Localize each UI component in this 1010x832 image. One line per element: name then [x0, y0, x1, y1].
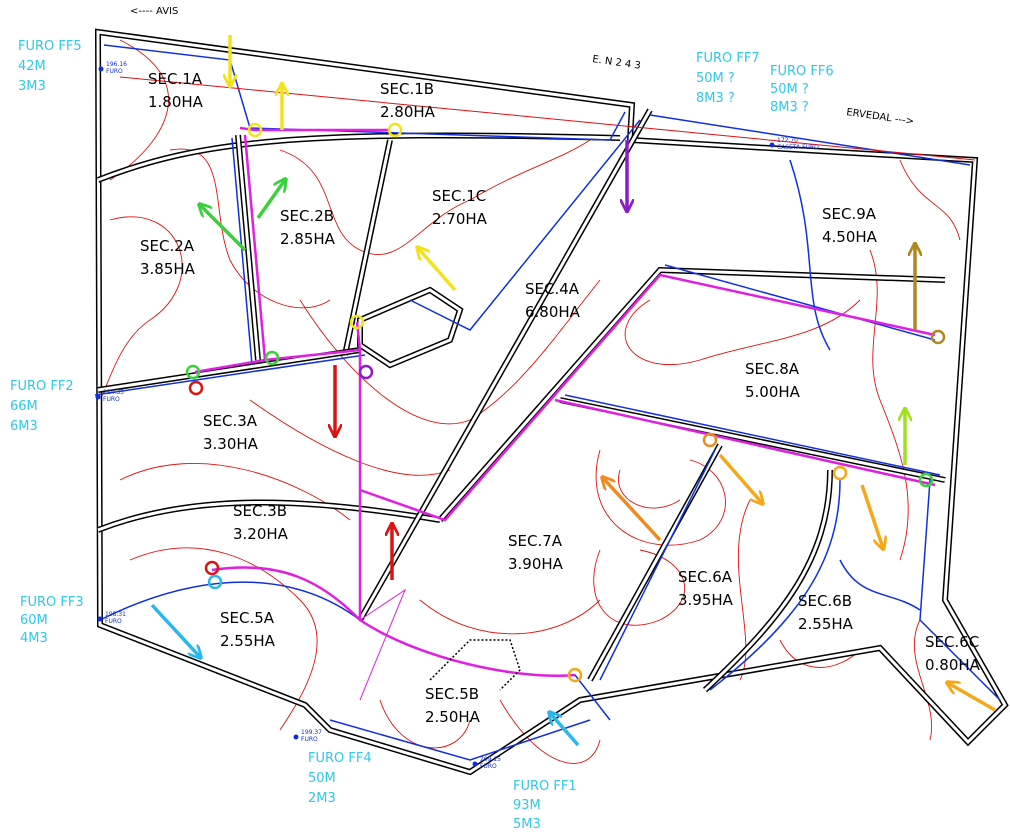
sector-labels: SEC.1A 1.80HA SEC.1B 2.80HA SEC.1C 2.70HA S…: [140, 70, 981, 726]
sector-area: 6.80HA: [525, 303, 581, 321]
sector-name: SEC.2B: [280, 207, 334, 225]
elevation: 172.70: [777, 137, 798, 144]
sector-name: SEC.8A: [745, 360, 800, 378]
sector-area: 2.70HA: [432, 210, 488, 228]
sector-name: SEC.5A: [220, 609, 275, 627]
well-name: FURO FF5: [18, 39, 82, 54]
elevation: 209.15: [480, 756, 501, 763]
well-depth: 50M ?: [696, 71, 735, 86]
point-label: FURO: [106, 68, 123, 75]
elevation: 198.31: [105, 611, 126, 618]
elevation: 214.33: [103, 389, 124, 396]
well-volume: 3M3: [18, 79, 46, 94]
sector-name: SEC.2A: [140, 237, 195, 255]
point-label: FURO: [103, 396, 120, 403]
sector-name: SEC.5B: [425, 685, 479, 703]
sector-name: SEC.3A: [203, 412, 258, 430]
well-depth: 66M: [10, 399, 38, 414]
sector-area: 1.80HA: [148, 93, 204, 111]
point-label: FURO: [105, 618, 122, 625]
sector-area: 0.80HA: [925, 656, 981, 674]
sector-name: SEC.9A: [822, 205, 877, 223]
sector-area: 3.30HA: [203, 435, 259, 453]
well-name: FURO FF3: [20, 595, 84, 610]
sector-name: SEC.1C: [432, 187, 486, 205]
sector-area: 3.20HA: [233, 525, 289, 543]
well-name: FURO FF7: [696, 51, 760, 66]
sector-area: 2.50HA: [425, 708, 481, 726]
point-label: CASETA FURO: [777, 144, 819, 151]
well-depth: 93M: [513, 798, 541, 813]
sector-name: SEC.3B: [233, 502, 287, 520]
roads: [98, 32, 1005, 772]
road-label: E. N 2 4 3: [592, 54, 642, 72]
well-volume: 6M3: [10, 419, 38, 434]
sector-area: 3.95HA: [678, 591, 734, 609]
sector-name: SEC.6A: [678, 568, 733, 586]
well-depth: 50M ?: [770, 82, 809, 97]
well-name: FURO FF6: [770, 64, 834, 79]
sector-area: 2.85HA: [280, 230, 336, 248]
well-volume: 5M3: [513, 817, 541, 832]
sector-area: 3.85HA: [140, 260, 196, 278]
well-depth: 60M: [20, 613, 48, 628]
sector-name: SEC.7A: [508, 532, 563, 550]
direction-label: <---- AVIS: [130, 6, 178, 17]
sector-area: 2.55HA: [798, 615, 854, 633]
well-name: FURO FF1: [513, 779, 577, 794]
well-volume: 8M3 ?: [770, 100, 809, 115]
sector-area: 5.00HA: [745, 383, 801, 401]
well-depth: 50M: [308, 771, 336, 786]
sector-area: 2.55HA: [220, 632, 276, 650]
well-volume: 8M3 ?: [696, 91, 735, 106]
irrigation-map: <---- AVIS E. N 2 4 3 ERVEDAL ---> SEC.1…: [0, 0, 1010, 832]
sector-name: SEC.6C: [925, 633, 979, 651]
sector-name: SEC.6B: [798, 592, 852, 610]
sector-area: 3.90HA: [508, 555, 564, 573]
sector-area: 4.50HA: [822, 228, 878, 246]
elevation: 199.37: [301, 729, 322, 736]
elevation: 196.16: [106, 61, 127, 68]
point-label: FURO: [480, 763, 497, 770]
sector-name: SEC.1B: [380, 80, 434, 98]
point-label: FURO: [301, 736, 318, 743]
sector-area: 2.80HA: [380, 103, 436, 121]
well-volume: 4M3: [20, 631, 48, 646]
well-name: FURO FF2: [10, 379, 74, 394]
well-volume: 2M3: [308, 791, 336, 806]
sector-name: SEC.4A: [525, 280, 580, 298]
well-name: FURO FF4: [308, 751, 372, 766]
sector-name: SEC.1A: [148, 70, 203, 88]
direction-label: ERVEDAL --->: [846, 107, 915, 127]
well-depth: 42M: [18, 59, 46, 74]
